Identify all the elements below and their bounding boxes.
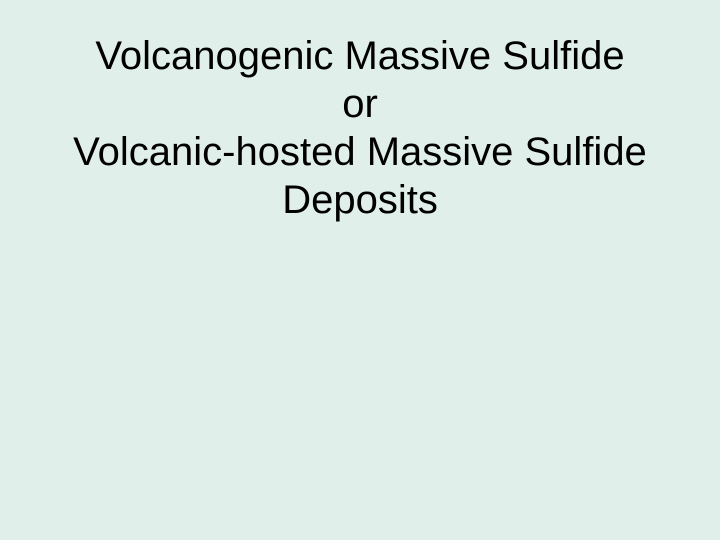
title-line-4: Deposits xyxy=(0,176,720,224)
title-line-1: Volcanogenic Massive Sulfide xyxy=(0,32,720,80)
title-line-2: or xyxy=(0,80,720,128)
slide-title: Volcanogenic Massive Sulfide or Volcanic… xyxy=(0,32,720,224)
slide: Volcanogenic Massive Sulfide or Volcanic… xyxy=(0,0,720,540)
title-line-3: Volcanic-hosted Massive Sulfide xyxy=(0,128,720,176)
